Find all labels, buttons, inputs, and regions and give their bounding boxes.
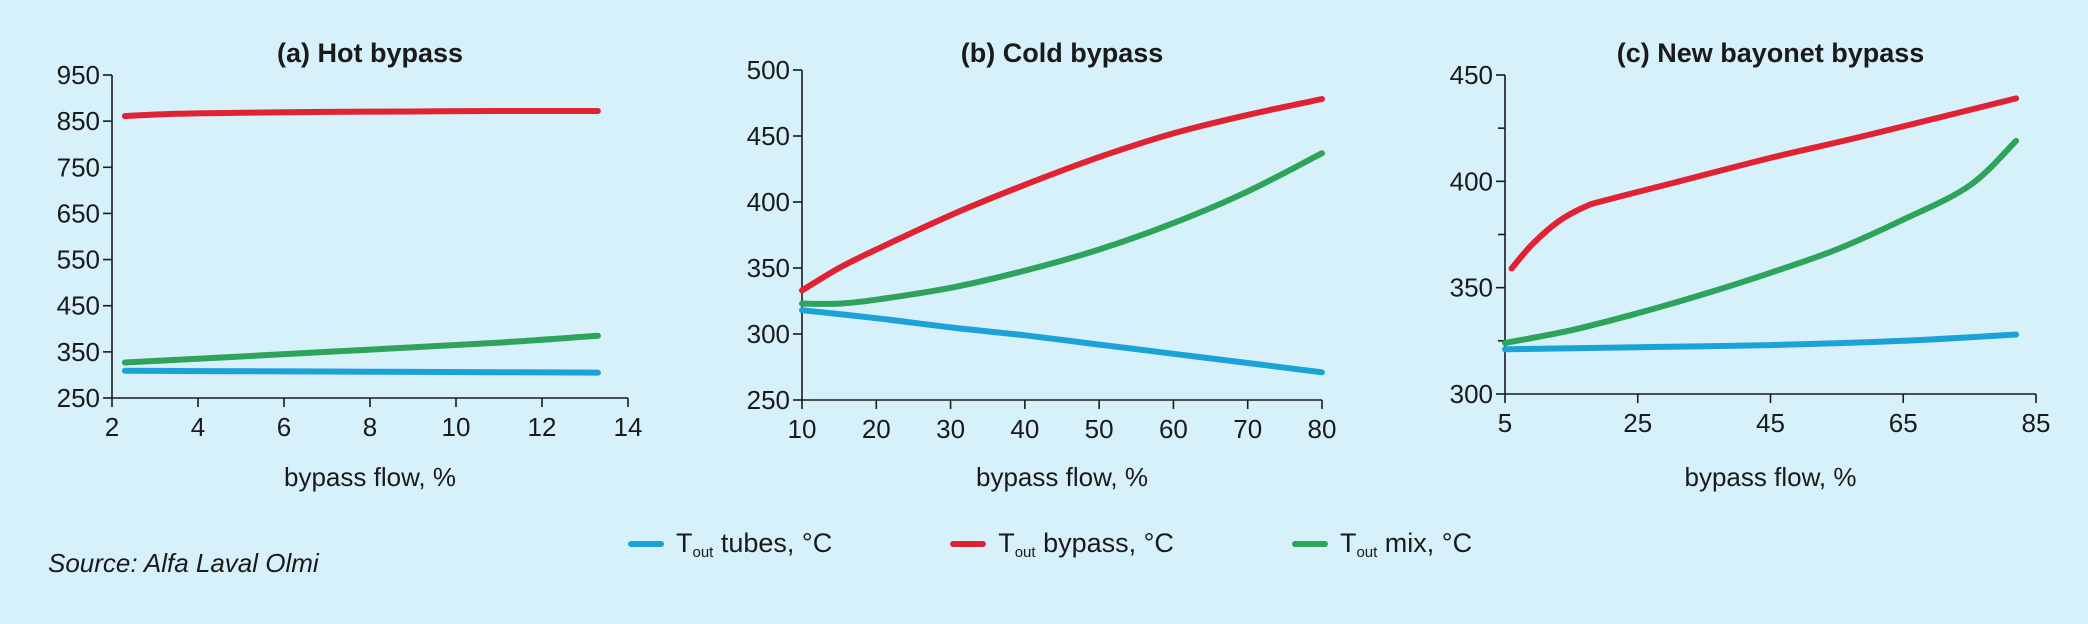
legend-swatch-mix <box>1291 541 1328 547</box>
legend-label-tubes: Tout tubes, °C <box>676 527 833 561</box>
hot-bypass-y-tick-label: 850 <box>57 106 100 136</box>
cold-bypass-x-tick-label: 20 <box>862 414 891 444</box>
hot-bypass-y-tick-label: 350 <box>57 337 100 367</box>
hot-bypass-x-tick-label: 14 <box>614 412 643 442</box>
hot-bypass-x-axis-label: bypass flow, % <box>284 462 456 492</box>
legend-label-mix: Tout mix, °C <box>1339 527 1473 561</box>
hot-bypass-y-tick-label: 550 <box>57 245 100 275</box>
cold-bypass-line-tubes <box>799 307 1325 376</box>
hot-bypass-y-tick-label: 250 <box>57 383 100 413</box>
cold-bypass-x-tick-label: 50 <box>1085 414 1114 444</box>
new-bayonet-bypass-line-mix <box>1502 137 2020 346</box>
legend-swatch-bypass <box>950 541 987 547</box>
new-bayonet-bypass-line-tubes <box>1502 331 2020 353</box>
cold-bypass-x-axis-label: bypass flow, % <box>976 462 1148 492</box>
legend: Tout tubes, °C Tout bypass, °C Tout mix,… <box>628 524 1590 564</box>
new-bayonet-bypass-title: (c) New bayonet bypass <box>1617 38 1925 68</box>
new-bayonet-bypass-x-tick-label: 45 <box>1756 408 1785 438</box>
chart-cold-bypass: (b) Cold bypass 250 300 350 400 450 500 10 20 30 4… <box>747 38 1337 492</box>
chart-new-bayonet-bypass: (c) New bayonet bypass 300 350 400 450 5 25 45 6… <box>1450 38 2051 492</box>
hot-bypass-y-tick-label: 950 <box>57 60 100 90</box>
source-note: Source: Alfa Laval Olmi <box>48 548 319 578</box>
cold-bypass-y-tick-label: 400 <box>747 187 790 217</box>
cold-bypass-y-tick-label: 450 <box>747 121 790 151</box>
hot-bypass-line-tubes <box>121 367 601 376</box>
legend-swatch-tubes <box>628 541 664 547</box>
cold-bypass-line-bypass <box>799 96 1325 294</box>
legend-item-mix: Tout mix, °C <box>1291 527 1473 561</box>
cold-bypass-y-tick-label: 250 <box>747 385 790 415</box>
cold-bypass-y-tick-label: 350 <box>747 253 790 283</box>
hot-bypass-y-tick-label: 750 <box>57 152 100 182</box>
hot-bypass-x-tick-label: 12 <box>528 412 557 442</box>
hot-bypass-x-tick-label: 4 <box>191 412 205 442</box>
cold-bypass-y-tick-label: 500 <box>747 55 790 85</box>
hot-bypass-line-bypass <box>121 107 601 120</box>
new-bayonet-bypass-x-axis-label: bypass flow, % <box>1685 462 1857 492</box>
new-bayonet-bypass-x-tick-label: 65 <box>1889 408 1918 438</box>
legend-item-bypass: Tout bypass, °C <box>950 528 1174 561</box>
cold-bypass-x-tick-label: 40 <box>1010 414 1039 444</box>
chart-hot-bypass: (a) Hot bypass 250 350 450 550 650 750 850 950 2 4… <box>57 38 643 492</box>
new-bayonet-bypass-x-tick-label: 85 <box>2022 408 2051 438</box>
legend-item-tubes: Tout tubes, °C <box>628 528 832 561</box>
cold-bypass-x-tick-label: 60 <box>1159 414 1188 444</box>
cold-bypass-x-tick-label: 30 <box>936 414 965 444</box>
hot-bypass-x-tick-label: 10 <box>442 412 471 442</box>
cold-bypass-x-tick-label: 80 <box>1308 414 1337 444</box>
cold-bypass-x-tick-label: 70 <box>1233 414 1262 444</box>
hot-bypass-y-tick-label: 450 <box>57 291 100 321</box>
new-bayonet-bypass-y-tick-label: 350 <box>1450 273 1493 303</box>
new-bayonet-bypass-x-tick-label: 5 <box>1498 408 1512 438</box>
new-bayonet-bypass-x-tick-label: 25 <box>1623 408 1652 438</box>
hot-bypass-x-tick-label: 2 <box>105 412 119 442</box>
hot-bypass-title: (a) Hot bypass <box>277 38 463 68</box>
hot-bypass-line-mix <box>121 332 601 366</box>
cold-bypass-y-tick-label: 300 <box>747 319 790 349</box>
legend-label-bypass: Tout bypass, °C <box>998 527 1174 561</box>
hot-bypass-y-tick-label: 650 <box>57 198 100 228</box>
hot-bypass-x-tick-label: 6 <box>277 412 291 442</box>
new-bayonet-bypass-y-tick-label: 300 <box>1450 379 1493 409</box>
new-bayonet-bypass-y-tick-label: 400 <box>1450 166 1493 196</box>
cold-bypass-x-tick-label: 10 <box>788 414 817 444</box>
cold-bypass-line-mix <box>799 150 1325 307</box>
new-bayonet-bypass-y-tick-label: 450 <box>1450 60 1493 90</box>
new-bayonet-bypass-line-bypass <box>1508 95 2020 272</box>
cold-bypass-title: (b) Cold bypass <box>961 38 1164 68</box>
hot-bypass-x-tick-label: 8 <box>363 412 377 442</box>
